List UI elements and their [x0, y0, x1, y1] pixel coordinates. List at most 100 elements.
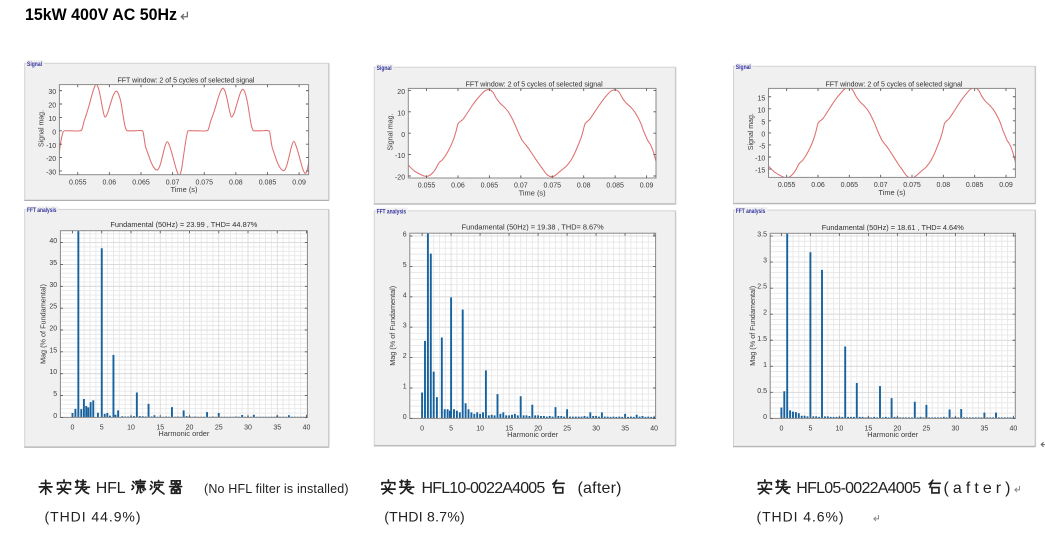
svg-text:(No HFL filter is installed): (No HFL filter is installed)	[204, 482, 349, 496]
svg-text:35: 35	[981, 426, 989, 433]
svg-text:2: 2	[763, 310, 767, 317]
svg-text:0.065: 0.065	[481, 183, 499, 190]
svg-text:15: 15	[49, 347, 57, 354]
svg-text:Signal mag.: Signal mag.	[37, 110, 46, 147]
svg-text:3.5: 3.5	[757, 232, 767, 239]
svg-text:-20: -20	[395, 175, 405, 182]
svg-text:40: 40	[1010, 426, 1018, 433]
svg-text:15: 15	[156, 425, 164, 432]
svg-text:0.055: 0.055	[69, 179, 87, 186]
svg-text:HFL05-0022A4005: HFL05-0022A4005	[796, 480, 921, 497]
svg-text:15: 15	[505, 426, 513, 433]
svg-text:4: 4	[403, 292, 407, 299]
svg-text:-5: -5	[759, 144, 765, 151]
svg-text:0.075: 0.075	[903, 182, 921, 189]
svg-text:1.5: 1.5	[757, 336, 767, 343]
svg-text:0.065: 0.065	[132, 179, 150, 186]
svg-text:0: 0	[52, 129, 56, 136]
svg-text:0: 0	[779, 426, 783, 433]
svg-text:(THDI 8.7%): (THDI 8.7%)	[384, 509, 465, 525]
svg-text:Mag (% of Fundamental): Mag (% of Fundamental)	[748, 286, 757, 366]
svg-text:0: 0	[71, 425, 75, 432]
svg-text:Mag (% of Fundamental): Mag (% of Fundamental)	[388, 286, 397, 366]
svg-text:Signal: Signal	[27, 61, 42, 68]
svg-text:-10: -10	[755, 156, 765, 163]
svg-text:40: 40	[650, 426, 658, 433]
svg-text:0.5: 0.5	[757, 388, 767, 395]
svg-text:30: 30	[48, 89, 56, 96]
svg-text:0.085: 0.085	[259, 179, 277, 186]
svg-text:0.085: 0.085	[966, 182, 984, 189]
svg-text:FFT window: 2 of 5 cycles of s: FFT window: 2 of 5 cycles of selected si…	[118, 76, 255, 85]
svg-text:0: 0	[53, 413, 57, 420]
svg-text:0.09: 0.09	[292, 179, 306, 186]
svg-text:25: 25	[215, 425, 223, 432]
svg-text:35: 35	[49, 260, 57, 267]
svg-text:15: 15	[865, 426, 873, 433]
svg-text:30: 30	[592, 426, 600, 433]
svg-text:FFT analysis: FFT analysis	[27, 207, 57, 214]
svg-text:0.065: 0.065	[841, 182, 859, 189]
svg-text:0: 0	[761, 132, 765, 139]
svg-text:Signal: Signal	[377, 65, 392, 72]
svg-text:0: 0	[401, 132, 405, 139]
svg-text:25: 25	[923, 426, 931, 433]
svg-text:0.075: 0.075	[195, 179, 213, 186]
svg-text:0.07: 0.07	[514, 183, 528, 190]
svg-text:Fundamental (50Hz) = 19.38 , T: Fundamental (50Hz) = 19.38 , THD= 8.67%	[462, 223, 605, 232]
svg-text:FFT window: 2 of 5 cycles of s: FFT window: 2 of 5 cycles of selected si…	[825, 79, 962, 88]
svg-text:Time (s): Time (s)	[171, 185, 198, 194]
svg-text:-10: -10	[46, 143, 56, 150]
svg-text:0.085: 0.085	[606, 183, 624, 190]
svg-text:HFL: HFL	[96, 480, 126, 497]
svg-text:Fundamental (50Hz) = 18.61 , T: Fundamental (50Hz) = 18.61 , THD= 4.64%	[822, 223, 965, 232]
svg-text:HFL10-0022A4005: HFL10-0022A4005	[422, 480, 546, 497]
svg-text:2.5: 2.5	[757, 284, 767, 291]
svg-text:5: 5	[808, 426, 812, 433]
svg-text:5: 5	[100, 425, 104, 432]
svg-text:30: 30	[952, 426, 960, 433]
svg-text:20: 20	[186, 425, 194, 432]
svg-text:Time (s): Time (s)	[519, 189, 546, 198]
svg-text:0.06: 0.06	[811, 182, 825, 189]
svg-text:FFT window: 2 of 5 cycles of s: FFT window: 2 of 5 cycles of selected si…	[466, 79, 603, 88]
svg-text:2: 2	[403, 353, 407, 360]
svg-text:40: 40	[49, 238, 57, 245]
svg-text:20: 20	[397, 89, 405, 96]
svg-text:10: 10	[49, 369, 57, 376]
svg-text:5: 5	[53, 391, 57, 398]
svg-text:Mag (% of Fundamental): Mag (% of Fundamental)	[38, 284, 47, 364]
svg-text:20: 20	[48, 103, 56, 110]
svg-text:0.055: 0.055	[418, 183, 436, 190]
svg-text:10: 10	[397, 110, 405, 117]
svg-text:5: 5	[761, 119, 765, 126]
svg-text:5: 5	[403, 262, 407, 269]
svg-text:-15: -15	[755, 168, 765, 175]
svg-text:15kW 400V AC 50Hz: 15kW 400V AC 50Hz	[25, 6, 177, 24]
svg-text:3: 3	[763, 258, 767, 265]
svg-text:(THDI 4.6%): (THDI 4.6%)	[757, 509, 844, 525]
svg-text:-20: -20	[46, 156, 56, 163]
svg-text:0.06: 0.06	[103, 179, 117, 186]
svg-text:1: 1	[763, 362, 767, 369]
svg-text:3: 3	[403, 323, 407, 330]
svg-text:5: 5	[449, 426, 453, 433]
svg-text:0.09: 0.09	[640, 183, 654, 190]
svg-text:0: 0	[763, 414, 767, 421]
svg-text:10: 10	[48, 116, 56, 123]
svg-text:Harmonic order: Harmonic order	[158, 429, 210, 438]
svg-text:10: 10	[758, 107, 766, 114]
svg-text:FFT analysis: FFT analysis	[736, 208, 766, 215]
svg-text:(THDI 44.9%): (THDI 44.9%)	[45, 509, 141, 525]
svg-text:Fundamental (50Hz) = 23.99 , T: Fundamental (50Hz) = 23.99 , THD= 44.87%	[110, 220, 258, 229]
svg-text:Time (s): Time (s)	[878, 188, 905, 197]
svg-text:Signal: Signal	[736, 64, 751, 71]
svg-text:Harmonic order: Harmonic order	[867, 430, 919, 439]
svg-text:0.08: 0.08	[577, 183, 591, 190]
svg-text:0: 0	[420, 426, 424, 433]
svg-text:-10: -10	[395, 153, 405, 160]
svg-text:20: 20	[894, 426, 902, 433]
svg-text:35: 35	[621, 426, 629, 433]
svg-text:10: 10	[127, 425, 135, 432]
svg-text:(after): (after)	[944, 480, 1011, 497]
